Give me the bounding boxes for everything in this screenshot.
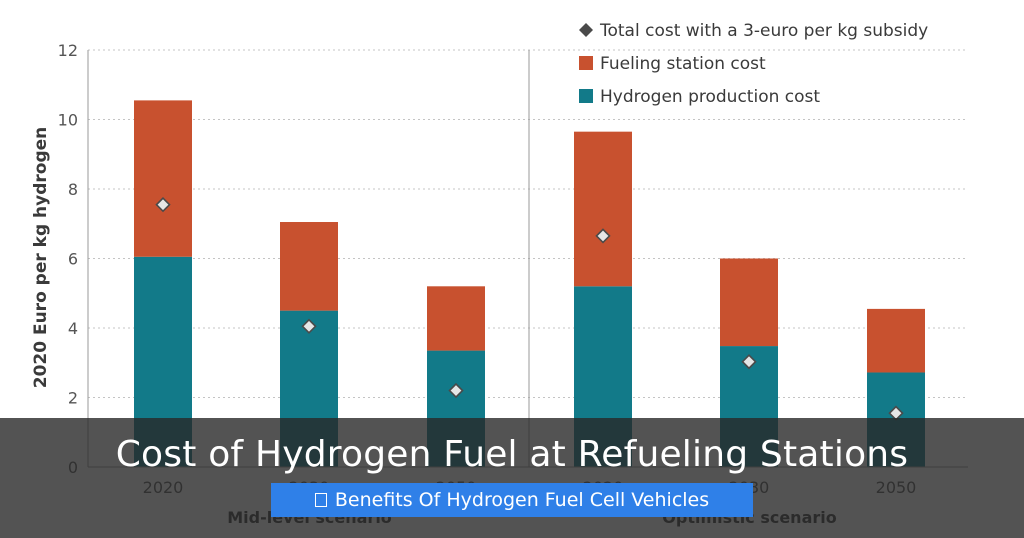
y-tick-label: 2 [68, 389, 78, 408]
caption-overlay [0, 418, 1024, 538]
legend-label-subsidy: Total cost with a 3-euro per kg subsidy [599, 21, 928, 41]
station-cost-bar [427, 286, 485, 351]
document-icon [314, 493, 327, 507]
legend-label-production: Hydrogen production cost [600, 87, 820, 107]
subsidy-markers [155, 197, 904, 421]
station-cost-bar [720, 258, 778, 347]
legend-label-station: Fueling station cost [600, 54, 766, 74]
station-cost-bar [134, 100, 192, 257]
related-article-link[interactable]: Benefits Of Hydrogen Fuel Cell Vehicles [271, 483, 753, 517]
subsidy-marker [595, 228, 611, 244]
y-tick-label: 12 [58, 41, 78, 60]
grid-lines [88, 49, 968, 398]
legend-marker-subsidy [579, 23, 593, 37]
y-tick-label: 10 [58, 111, 78, 130]
legend-swatch-production [579, 89, 593, 103]
y-axis-title: 2020 Euro per kg hydrogen [31, 127, 51, 389]
overlay-title: Cost of Hydrogen Fuel at Refueling Stati… [115, 434, 909, 475]
subsidy-marker [301, 318, 317, 334]
y-tick-label: 6 [68, 250, 78, 269]
y-tick-label: 8 [68, 180, 78, 199]
subsidy-marker [155, 197, 171, 213]
y-tick-label: 4 [68, 319, 78, 338]
subsidy-marker [448, 382, 464, 399]
station-cost-bar [574, 131, 632, 287]
station-cost-bar [867, 308, 925, 373]
station-cost-bar [280, 222, 338, 311]
legend: Total cost with a 3-euro per kg subsidy F… [579, 21, 928, 107]
subsidy-marker [741, 354, 757, 370]
related-article-label: Benefits Of Hydrogen Fuel Cell Vehicles [334, 489, 710, 511]
legend-swatch-station [579, 56, 593, 70]
